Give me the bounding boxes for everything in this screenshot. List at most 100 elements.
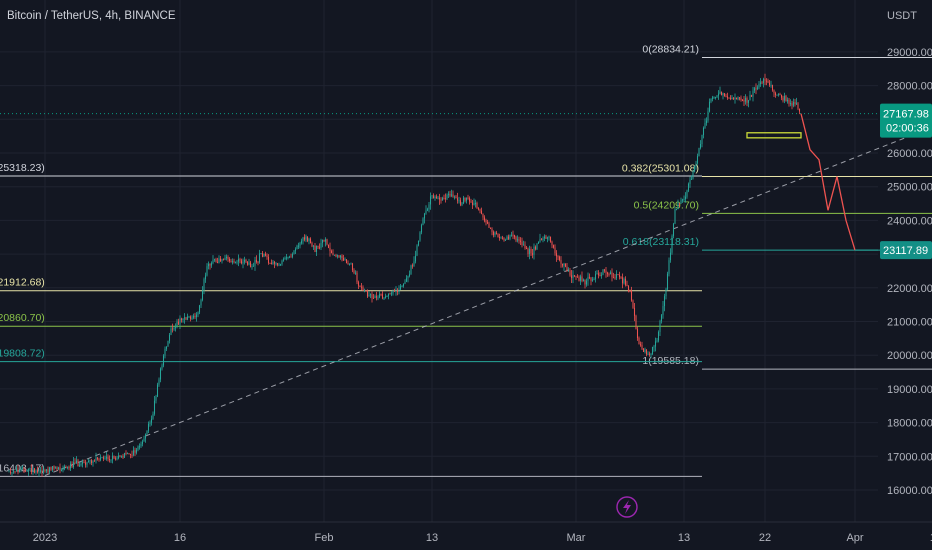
candle-body — [101, 457, 103, 459]
candle-body — [794, 101, 796, 105]
candle-body — [284, 257, 286, 260]
candle-body — [459, 200, 462, 205]
candle-body — [785, 96, 787, 102]
fib-level-label: 0(28834.21) — [642, 43, 699, 55]
candle-body — [629, 290, 631, 292]
candle-body — [360, 286, 363, 288]
fib-level-label: (19808.72) — [0, 348, 45, 360]
candle-body — [770, 84, 772, 86]
candle-body — [779, 94, 781, 96]
candle-body — [294, 249, 297, 251]
candle-body — [99, 457, 102, 460]
candle-body — [281, 260, 283, 265]
candle-body — [309, 238, 312, 244]
time-tick-label: 2023 — [33, 532, 57, 544]
candle-body — [302, 237, 304, 241]
candle-body — [792, 101, 795, 106]
candle-body — [698, 147, 700, 157]
fib-level-label: (21912.68) — [0, 277, 45, 289]
fib-level-label: 0.382(25301.08) — [622, 163, 699, 175]
candle-body — [704, 123, 706, 128]
candle-body — [789, 103, 792, 105]
candle-body — [305, 236, 307, 240]
candle-body — [752, 90, 754, 97]
projection-path — [800, 113, 856, 251]
candle-body — [608, 274, 610, 276]
candle-body — [447, 193, 450, 195]
candle-body — [146, 430, 148, 435]
candle-body — [597, 273, 600, 276]
candle-body — [428, 204, 430, 210]
candle-body — [641, 345, 643, 349]
candle-body — [366, 291, 369, 297]
candle-body — [225, 256, 228, 259]
candle-body — [603, 269, 606, 271]
candle-body — [167, 340, 169, 347]
candle-body — [164, 348, 166, 356]
candle-body — [755, 88, 757, 90]
candle-body — [492, 231, 495, 236]
candle-body — [627, 285, 630, 291]
candle-body — [315, 245, 318, 253]
target-price-value: 23117.89 — [883, 245, 928, 257]
candle-body — [357, 282, 360, 286]
candle-body — [767, 80, 769, 83]
candle-body — [183, 317, 186, 319]
candle-body — [86, 462, 88, 465]
candle-body — [222, 259, 225, 261]
candle-body — [638, 338, 640, 345]
candle-body — [48, 467, 51, 473]
candle-body — [68, 466, 70, 469]
candle-body — [276, 263, 279, 265]
price-axis[interactable]: 16000.00 17000.00 18000.00 19000.00 20000.00… — [880, 47, 932, 497]
candle-body — [158, 379, 160, 385]
candle-body — [389, 293, 391, 295]
price-tick-label: 21000.00 — [887, 317, 932, 329]
candle-body — [71, 463, 73, 468]
candle-body — [117, 455, 120, 459]
candle-body — [384, 296, 387, 299]
candle-body — [192, 315, 195, 318]
candle-body — [405, 278, 408, 282]
candle-body — [30, 468, 33, 473]
candle-body — [171, 328, 174, 330]
candle-body — [255, 259, 258, 263]
candle-body — [585, 280, 588, 285]
candle-body — [671, 235, 673, 253]
candle-body — [350, 263, 352, 265]
candle-body — [372, 297, 375, 299]
current-price-badge — [880, 103, 932, 138]
candle-body — [399, 286, 402, 290]
candle-body — [393, 290, 396, 292]
candle-body — [764, 78, 766, 81]
candle-body — [165, 346, 168, 349]
candle-body — [300, 240, 303, 244]
candle-body — [450, 194, 453, 196]
time-axis[interactable]: 202316Feb13Mar1322Apr1019May — [0, 521, 932, 544]
candle-body — [722, 93, 724, 96]
candle-body — [423, 213, 426, 219]
candle-body — [153, 400, 156, 414]
alert-icon[interactable] — [616, 496, 638, 518]
candle-body — [510, 234, 513, 236]
candle-body — [198, 305, 201, 313]
candle-body — [231, 261, 234, 263]
candle-body — [57, 467, 60, 470]
candle-body — [258, 253, 261, 263]
candle-body — [503, 238, 505, 241]
candle-body — [756, 87, 759, 89]
candle-body — [282, 259, 285, 261]
candle-body — [735, 97, 738, 100]
overlay — [0, 113, 878, 251]
candle-body — [365, 290, 367, 292]
candle-body — [681, 199, 684, 201]
candle-body — [341, 255, 343, 259]
candle-body — [716, 95, 718, 97]
candle-body — [612, 277, 615, 279]
candle-body — [498, 236, 501, 238]
candle-body — [617, 274, 619, 276]
candle-body — [521, 241, 523, 246]
candle-body — [113, 455, 115, 459]
